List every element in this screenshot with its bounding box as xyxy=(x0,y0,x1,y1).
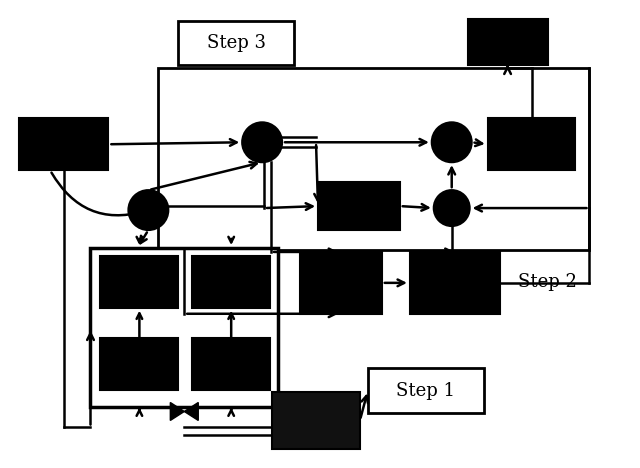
Bar xyxy=(179,21,294,65)
Polygon shape xyxy=(184,402,198,420)
Bar xyxy=(19,118,108,170)
Circle shape xyxy=(242,122,282,162)
Circle shape xyxy=(434,190,470,226)
Circle shape xyxy=(129,190,168,230)
Polygon shape xyxy=(170,402,184,420)
Bar xyxy=(90,248,278,408)
Bar xyxy=(410,252,500,314)
Bar xyxy=(300,252,382,314)
Bar xyxy=(100,256,179,308)
Text: Step 1: Step 1 xyxy=(396,381,455,400)
Text: Step 3: Step 3 xyxy=(207,34,266,51)
Bar xyxy=(192,338,270,389)
Bar xyxy=(318,182,400,230)
Bar xyxy=(100,338,179,389)
Bar xyxy=(468,19,547,65)
Circle shape xyxy=(432,122,472,162)
Bar xyxy=(158,68,589,250)
Bar xyxy=(192,256,270,308)
Bar xyxy=(488,118,575,170)
Bar xyxy=(272,392,360,449)
Text: Step 2: Step 2 xyxy=(518,273,577,291)
Bar xyxy=(368,367,484,413)
